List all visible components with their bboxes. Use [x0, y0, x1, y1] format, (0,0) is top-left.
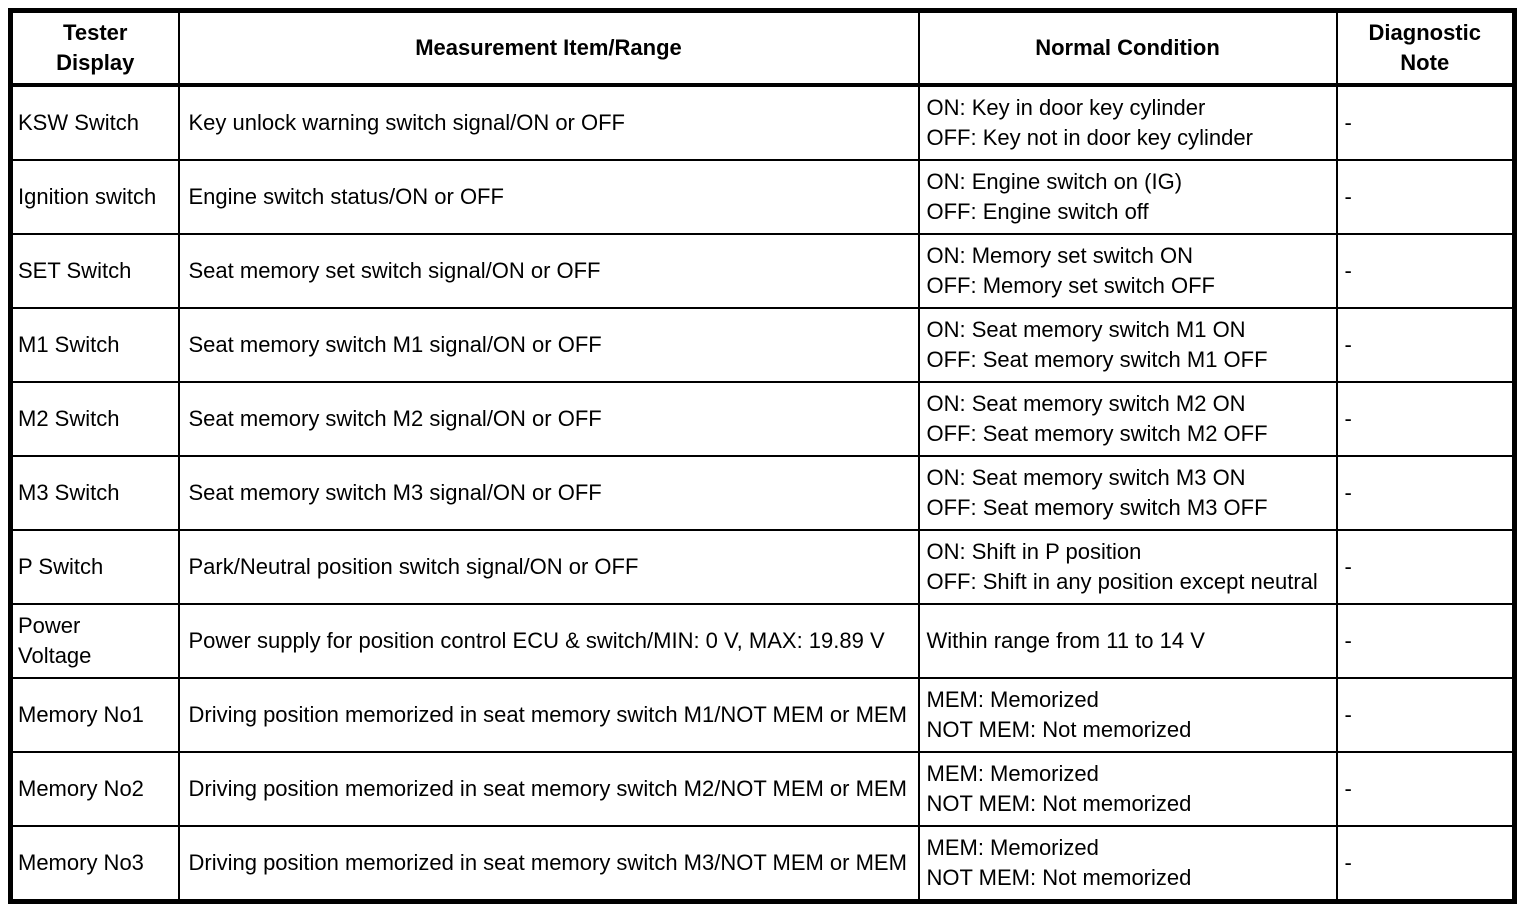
table-body: KSW Switch Key unlock warning switch sign…: [9, 84, 1516, 903]
cell-tester_display: M1 Switch: [9, 307, 180, 383]
table-row: Power Voltage Power supply for position co…: [9, 603, 1516, 679]
cell-line: Voltage: [18, 643, 92, 668]
cell-line: OFF: Engine switch off: [926, 199, 1149, 224]
header-row: Tester Display Measurement Item/Range Norma…: [9, 9, 1516, 87]
cell-line: ON: Key in door key cylinder: [926, 95, 1206, 120]
cell-diagnostic_note: -: [1335, 84, 1516, 161]
cell-diagnostic_note: -: [1335, 603, 1516, 679]
cell-measurement: Driving position memorized in seat memor…: [177, 825, 920, 903]
cell-tester_display: Memory No1: [9, 677, 180, 753]
cell-tester_display: M3 Switch: [9, 455, 180, 531]
cell-line: NOT MEM: Not memorized: [926, 865, 1192, 890]
cell-line: OFF: Seat memory switch M3 OFF: [926, 495, 1268, 520]
cell-diagnostic_note: -: [1335, 751, 1516, 827]
cell-line: ON: Engine switch on (IG): [926, 169, 1183, 194]
cell-measurement: Seat memory switch M2 signal/ON or OFF: [177, 381, 920, 457]
table-row: M2 Switch Seat memory switch M2 signal/ON…: [9, 381, 1516, 457]
column-header-line: Normal Condition: [1035, 35, 1220, 60]
cell-normal_condition: Within range from 11 to 14 V: [917, 603, 1338, 679]
cell-normal_condition: ON: Shift in P position OFF: Shift in any…: [917, 529, 1338, 605]
cell-line: MEM: Memorized: [926, 687, 1099, 712]
cell-tester_display: Ignition switch: [9, 159, 180, 235]
cell-normal_condition: ON: Engine switch on (IG) OFF: Engine swi…: [917, 159, 1338, 235]
cell-normal_condition: ON: Seat memory switch M3 ON OFF: Seat me…: [917, 455, 1338, 531]
cell-measurement: Seat memory switch M1 signal/ON or OFF: [177, 307, 920, 383]
cell-normal_condition: ON: Memory set switch ON OFF: Memory set …: [917, 233, 1338, 309]
column-header-line: Tester: [63, 20, 128, 45]
tester-display-table: Tester Display Measurement Item/Range Norma…: [8, 8, 1517, 904]
cell-tester_display: KSW Switch: [9, 84, 180, 161]
cell-line: ON: Seat memory switch M2 ON: [926, 391, 1246, 416]
column-header-tester_display: Tester Display: [9, 9, 180, 87]
cell-diagnostic_note: -: [1335, 307, 1516, 383]
cell-measurement: Driving position memorized in seat memor…: [177, 751, 920, 827]
cell-line: NOT MEM: Not memorized: [926, 717, 1192, 742]
cell-line: MEM: Memorized: [926, 835, 1099, 860]
column-header-diagnostic_note: Diagnostic Note: [1335, 9, 1516, 87]
cell-tester_display: Memory No2: [9, 751, 180, 827]
cell-normal_condition: MEM: Memorized NOT MEM: Not memorized: [917, 825, 1338, 903]
cell-line: Power: [18, 613, 81, 638]
cell-diagnostic_note: -: [1335, 159, 1516, 235]
table-row: P Switch Park/Neutral position switch sig…: [9, 529, 1516, 605]
cell-normal_condition: ON: Seat memory switch M1 ON OFF: Seat me…: [917, 307, 1338, 383]
cell-line: ON: Seat memory switch M3 ON: [926, 465, 1246, 490]
cell-normal_condition: MEM: Memorized NOT MEM: Not memorized: [917, 677, 1338, 753]
cell-diagnostic_note: -: [1335, 529, 1516, 605]
cell-tester_display: Power Voltage: [9, 603, 180, 679]
cell-line: ON: Memory set switch ON: [926, 243, 1193, 268]
cell-line: ON: Seat memory switch M1 ON: [926, 317, 1246, 342]
cell-measurement: Engine switch status/ON or OFF: [177, 159, 920, 235]
table-row: Memory No1 Driving position memorized in …: [9, 677, 1516, 753]
cell-normal_condition: MEM: Memorized NOT MEM: Not memorized: [917, 751, 1338, 827]
cell-normal_condition: ON: Seat memory switch M2 ON OFF: Seat me…: [917, 381, 1338, 457]
cell-diagnostic_note: -: [1335, 677, 1516, 753]
cell-tester_display: P Switch: [9, 529, 180, 605]
table-row: Memory No2 Driving position memorized in …: [9, 751, 1516, 827]
cell-line: MEM: Memorized: [926, 761, 1099, 786]
cell-line: Within range from 11 to 14 V: [926, 628, 1205, 653]
cell-diagnostic_note: -: [1335, 455, 1516, 531]
table-row: Ignition switch Engine switch status/ON o…: [9, 159, 1516, 235]
cell-tester_display: Memory No3: [9, 825, 180, 903]
column-header-line: Display: [56, 50, 135, 75]
cell-diagnostic_note: -: [1335, 381, 1516, 457]
cell-line: NOT MEM: Not memorized: [926, 791, 1192, 816]
cell-line: OFF: Shift in any position except neutra…: [926, 569, 1318, 594]
cell-tester_display: M2 Switch: [9, 381, 180, 457]
table-row: Memory No3 Driving position memorized in …: [9, 825, 1516, 903]
cell-measurement: Park/Neutral position switch signal/ON o…: [177, 529, 920, 605]
column-header-normal_condition: Normal Condition: [917, 9, 1338, 87]
cell-measurement: Key unlock warning switch signal/ON or O…: [177, 84, 920, 161]
cell-measurement: Seat memory set switch signal/ON or OFF: [177, 233, 920, 309]
cell-tester_display: SET Switch: [9, 233, 180, 309]
cell-line: OFF: Key not in door key cylinder: [926, 125, 1253, 150]
column-header-line: Note: [1400, 50, 1450, 75]
cell-normal_condition: ON: Key in door key cylinder OFF: Key not…: [917, 84, 1338, 161]
cell-line: OFF: Memory set switch OFF: [926, 273, 1215, 298]
cell-measurement: Driving position memorized in seat memor…: [177, 677, 920, 753]
cell-diagnostic_note: -: [1335, 825, 1516, 903]
table-row: KSW Switch Key unlock warning switch sign…: [9, 84, 1516, 161]
table-header: Tester Display Measurement Item/Range Norma…: [9, 9, 1516, 87]
table-row: SET Switch Seat memory set switch signal/…: [9, 233, 1516, 309]
cell-line: OFF: Seat memory switch M2 OFF: [926, 421, 1268, 446]
table-row: M1 Switch Seat memory switch M1 signal/ON…: [9, 307, 1516, 383]
column-header-line: Measurement Item/Range: [415, 35, 682, 60]
cell-line: OFF: Seat memory switch M1 OFF: [926, 347, 1268, 372]
cell-line: ON: Shift in P position: [926, 539, 1142, 564]
column-header-line: Diagnostic: [1368, 20, 1481, 45]
table-row: M3 Switch Seat memory switch M3 signal/ON…: [9, 455, 1516, 531]
cell-measurement: Seat memory switch M3 signal/ON or OFF: [177, 455, 920, 531]
cell-diagnostic_note: -: [1335, 233, 1516, 309]
cell-measurement: Power supply for position control ECU & …: [177, 603, 920, 679]
column-header-measurement: Measurement Item/Range: [177, 9, 920, 87]
